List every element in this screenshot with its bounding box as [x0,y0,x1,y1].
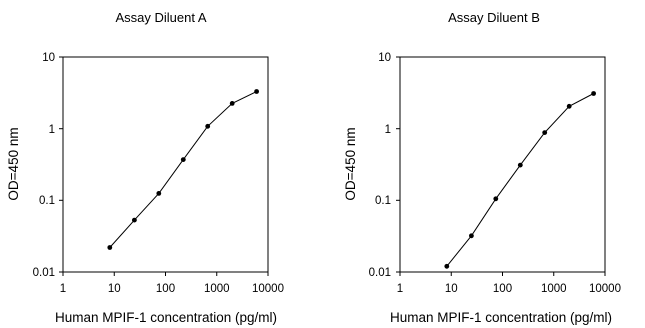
y-axis-label: OD=450 nm [343,127,358,200]
data-point [493,196,499,202]
chart-panel-b: Assay Diluent B 0.01 0.1 1 10 1 10 100 1… [343,10,621,325]
plot-frame [62,56,269,273]
data-series-a [107,89,259,250]
y-tick-label: 0.01 [369,267,391,279]
data-point [591,91,596,96]
data-point [180,157,186,163]
x-axis-label: Human MPIF-1 concentration (pg/ml) [55,310,277,325]
y-tick-label: 1 [49,124,55,136]
data-point [132,217,137,223]
x-tick-label: 10000 [589,283,621,295]
y-ticks-b: 0.01 0.1 1 10 [369,52,400,279]
chart-panel-a: Assay Diluent A 0.01 0.1 1 10 1 10 100 1… [6,10,284,325]
y-tick-label: 0.01 [33,267,55,279]
data-point [229,101,235,106]
y-tick-label: 10 [378,52,391,64]
x-tick-label: 1 [60,283,66,295]
x-tick-label: 100 [156,283,175,295]
x-ticks-b: 1 10 100 1000 10000 [397,272,621,295]
x-tick-label: 1 [397,283,403,295]
y-tick-label: 0.1 [39,195,55,207]
data-point [444,263,450,269]
data-point [542,130,548,136]
y-tick-label: 10 [42,52,55,64]
plot-frame [399,56,606,273]
data-point [469,233,474,239]
y-axis-label: OD=450 nm [6,127,21,200]
data-point [517,162,523,168]
x-tick-label: 1000 [204,283,230,295]
y-tick-label: 1 [385,124,391,136]
chart-title: Assay Diluent A [115,10,206,25]
x-tick-label: 100 [493,283,512,295]
x-tick-label: 10000 [252,283,284,295]
data-point [205,123,211,129]
data-point [156,191,162,196]
x-ticks-a: 1 10 100 1000 10000 [60,272,284,295]
x-axis-label: Human MPIF-1 concentration (pg/ml) [390,310,612,325]
data-series-b [444,91,596,269]
chart-title: Assay Diluent B [448,10,540,25]
x-tick-label: 1000 [541,283,567,295]
series-line [109,91,257,248]
x-tick-label: 10 [108,283,121,295]
series-line [446,93,594,267]
y-ticks-a: 0.01 0.1 1 10 [33,52,63,279]
data-point [107,245,113,250]
x-tick-label: 10 [445,283,458,295]
y-tick-label: 0.1 [375,195,391,207]
data-point [566,103,572,109]
data-point [254,89,259,94]
